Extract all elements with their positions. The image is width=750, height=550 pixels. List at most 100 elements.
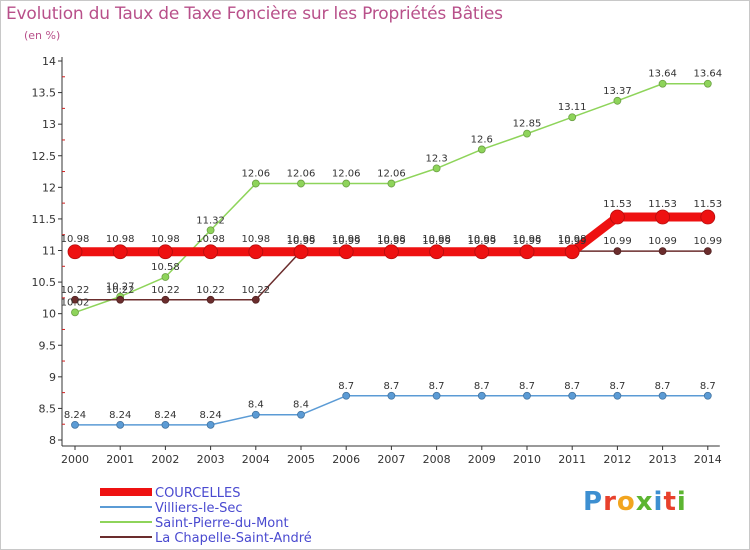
data-point-saint-pierre-du-mont [703,79,712,88]
chart-title: Evolution du Taux de Taxe Foncière sur l… [6,4,503,24]
data-label-saint-pierre-du-mont: 12.3 [425,153,447,164]
data-label-villiers-le-sec: 8.24 [199,410,221,421]
data-point-saint-pierre-du-mont [613,96,622,105]
data-label-la-chapelle-saint-andr: 10.22 [106,285,135,296]
data-label-la-chapelle-saint-andr: 10.22 [241,285,270,296]
data-point-courcelles [293,244,309,260]
data-point-villiers-le-sec [161,420,170,429]
x-tick-label: 2009 [468,453,496,466]
data-point-villiers-le-sec [116,420,125,429]
logo-letter: o [616,487,636,517]
data-label-saint-pierre-du-mont: 12.06 [287,169,316,180]
x-tick-label: 2004 [242,453,270,466]
logo-letter: x [635,487,654,517]
data-point-saint-pierre-du-mont [161,273,170,281]
y-tick-label: 11.5 [32,213,57,226]
data-point-la-chapelle-saint-andr [206,295,215,304]
data-label-la-chapelle-saint-andr: 10.99 [693,236,722,247]
data-point-saint-pierre-du-mont [477,145,486,154]
data-label-saint-pierre-du-mont: 13.37 [603,86,632,97]
data-label-villiers-le-sec: 8.7 [564,381,580,392]
data-label-villiers-le-sec: 8.7 [655,381,671,392]
x-tick-label: 2012 [603,453,631,466]
logo-letter: r [603,487,617,517]
data-point-saint-pierre-du-mont [658,79,667,88]
data-label-saint-pierre-du-mont: 13.64 [648,69,677,80]
data-point-saint-pierre-du-mont [342,179,351,188]
data-point-courcelles [338,244,354,260]
data-label-courcelles: 10.98 [332,234,361,245]
data-point-courcelles [112,244,128,260]
data-label-saint-pierre-du-mont: 11.32 [196,215,225,226]
data-label-la-chapelle-saint-andr: 10.99 [287,236,316,247]
data-point-la-chapelle-saint-andr [703,247,712,256]
data-point-courcelles [519,244,535,260]
x-tick-label: 2008 [423,453,451,466]
y-tick-label: 11 [42,245,56,258]
x-tick-label: 2014 [694,453,722,466]
data-label-la-chapelle-saint-andr: 10.99 [467,236,496,247]
data-label-courcelles: 10.98 [558,234,587,245]
data-label-courcelles: 10.98 [61,234,90,245]
x-tick-label: 2011 [558,453,586,466]
data-point-villiers-le-sec [251,410,260,419]
x-tick-label: 2003 [197,453,225,466]
y-tick-label: 9 [49,371,56,384]
x-tick-label: 2000 [61,453,89,466]
data-label-saint-pierre-du-mont: 10.27 [106,282,135,293]
data-point-courcelles [248,244,264,260]
data-point-la-chapelle-saint-andr [71,295,79,304]
data-label-la-chapelle-saint-andr: 10.99 [558,236,587,247]
data-point-courcelles [700,209,716,225]
y-tick-label: 14 [42,55,56,68]
data-point-saint-pierre-du-mont [523,129,531,138]
data-label-villiers-le-sec: 8.7 [519,381,535,392]
data-label-courcelles: 10.98 [287,234,316,245]
data-label-courcelles: 10.98 [106,234,135,245]
data-label-saint-pierre-du-mont: 12.85 [513,119,542,130]
logo-letter: t [663,487,677,517]
data-point-saint-pierre-du-mont [71,308,79,317]
x-tick-label: 2010 [513,453,541,466]
data-label-saint-pierre-du-mont: 10.58 [151,262,180,273]
data-point-courcelles [610,209,625,225]
data-point-villiers-le-sec [477,391,486,400]
data-label-courcelles: 10.98 [467,234,496,245]
data-point-la-chapelle-saint-andr [658,247,667,256]
data-point-saint-pierre-du-mont [432,164,441,173]
data-label-courcelles: 10.98 [513,234,542,245]
y-tick-label: 8 [49,434,56,447]
data-point-villiers-le-sec [658,391,667,400]
data-point-courcelles [203,244,219,260]
logo-letter: i [676,487,687,517]
x-tick-label: 2007 [377,453,405,466]
data-label-la-chapelle-saint-andr: 10.22 [61,285,90,296]
x-tick-label: 2001 [106,453,134,466]
y-tick-label: 10.5 [32,276,57,289]
y-tick-label: 13 [42,118,56,131]
data-point-villiers-le-sec [387,391,396,400]
data-label-saint-pierre-du-mont: 12.06 [377,169,406,180]
data-label-courcelles: 10.98 [151,234,180,245]
data-label-saint-pierre-du-mont: 12.6 [471,134,493,145]
data-point-saint-pierre-du-mont [568,113,577,122]
data-label-courcelles: 10.98 [422,234,451,245]
legend-label-saint-pierre-du-mont: Saint-Pierre-du-Mont [155,516,289,531]
data-label-courcelles: 10.98 [241,234,270,245]
proxiti-logo: Proxiti [583,487,687,517]
data-label-la-chapelle-saint-andr: 10.99 [422,236,451,247]
y-tick-label: 12 [42,181,56,194]
y-tick-label: 12.5 [32,150,57,163]
data-label-courcelles: 10.98 [196,234,225,245]
data-label-villiers-le-sec: 8.7 [338,381,354,392]
data-point-courcelles [655,209,670,225]
data-label-villiers-le-sec: 8.7 [474,381,490,392]
data-point-la-chapelle-saint-andr [116,295,125,304]
data-point-villiers-le-sec [568,391,577,400]
data-point-la-chapelle-saint-andr [613,247,622,256]
data-label-saint-pierre-du-mont: 10.02 [61,297,90,308]
data-label-villiers-le-sec: 8.24 [109,410,131,421]
data-label-la-chapelle-saint-andr: 10.99 [648,236,677,247]
data-label-villiers-le-sec: 8.24 [64,410,86,421]
